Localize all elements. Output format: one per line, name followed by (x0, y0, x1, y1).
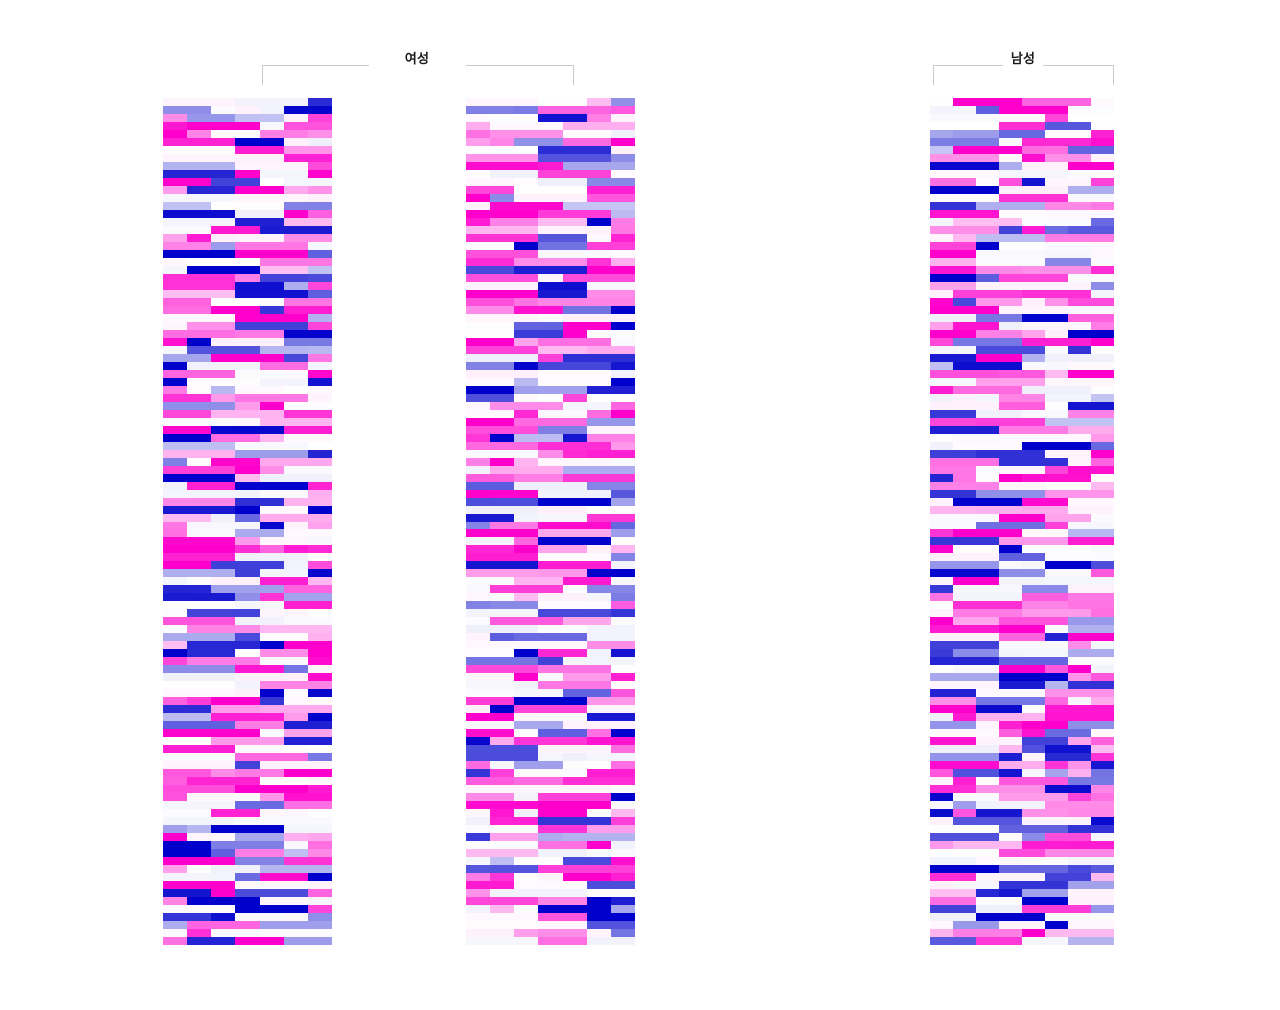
heatmap-panel-1 (163, 98, 332, 945)
group-bracket-tick-male-end (1113, 65, 1114, 85)
group-bracket-female-right (466, 65, 573, 66)
group-bracket-tick-male-start (933, 65, 934, 85)
heatmap-canvas-1 (163, 98, 332, 945)
group-label-male: 남성 (1010, 51, 1036, 66)
heatmap-canvas-2 (466, 98, 635, 945)
group-bracket-tick-female-start (262, 65, 263, 85)
group-bracket-male-right (1043, 65, 1113, 66)
group-bracket-female-left (262, 65, 369, 66)
group-bracket-tick-female-end (573, 65, 574, 85)
heatmap-panel-3 (930, 98, 1114, 945)
heatmap-canvas-3 (930, 98, 1114, 945)
group-label-female: 여성 (404, 51, 430, 66)
heatmap-panel-2 (466, 98, 635, 945)
group-bracket-male-left (933, 65, 1003, 66)
